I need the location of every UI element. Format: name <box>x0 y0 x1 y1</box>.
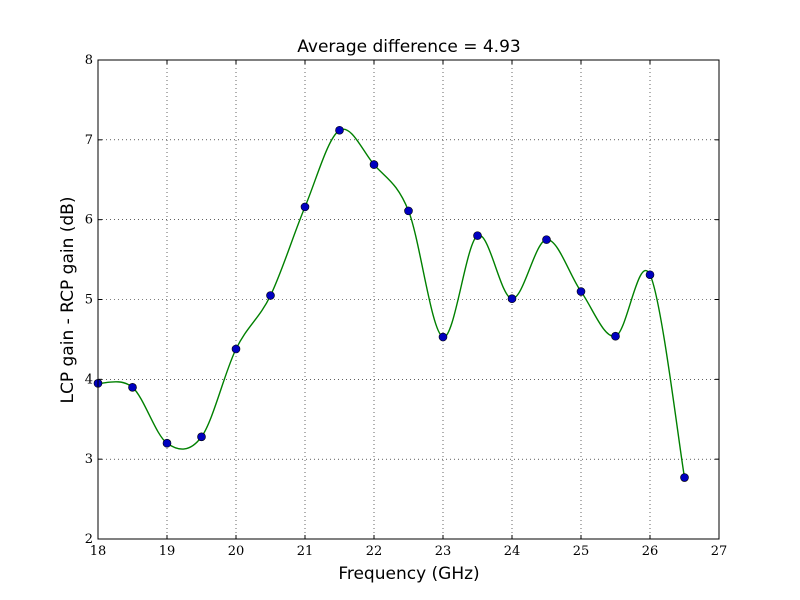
x-axis-label: Frequency (GHz) <box>338 564 479 584</box>
x-tick-label: 27 <box>711 544 728 559</box>
x-tick-label: 26 <box>642 544 659 559</box>
data-point <box>680 473 689 482</box>
y-tick-label: 3 <box>85 452 93 467</box>
data-point <box>300 202 310 212</box>
series-curve <box>97 128 686 478</box>
data-point <box>335 125 344 135</box>
y-tick-label: 2 <box>85 532 93 547</box>
x-tick-label: 22 <box>366 544 383 559</box>
data-point <box>645 270 655 280</box>
x-tick-label: 25 <box>573 544 590 559</box>
y-tick-label: 4 <box>85 372 93 387</box>
data-point <box>611 331 620 341</box>
data-point <box>542 235 551 244</box>
data-point <box>231 344 241 354</box>
data-point <box>197 432 206 442</box>
data-point <box>369 160 379 169</box>
chart-title: Average difference = 4.93 <box>297 37 520 57</box>
data-point <box>473 231 482 240</box>
data-point <box>128 383 137 392</box>
plot-frame <box>97 59 720 540</box>
data-points <box>93 125 689 482</box>
y-tick-label: 5 <box>85 293 93 308</box>
x-tick-label: 18 <box>90 544 107 559</box>
data-point <box>404 206 413 216</box>
y-tick-label: 6 <box>85 213 93 228</box>
data-point <box>576 287 586 296</box>
data-point <box>507 294 517 304</box>
x-tick-label: 20 <box>228 544 245 559</box>
data-point <box>266 291 275 300</box>
y-tick-label: 8 <box>85 53 93 68</box>
y-tick-label: 7 <box>85 133 93 148</box>
x-tick-label: 23 <box>435 544 452 559</box>
x-tick-label: 21 <box>297 544 314 559</box>
x-tick-label: 19 <box>159 544 176 559</box>
data-point <box>438 332 448 342</box>
y-axis-label: LCP gain - RCP gain (dB) <box>58 197 78 404</box>
axis-ticks <box>97 59 720 540</box>
data-point <box>162 438 172 448</box>
x-tick-label: 24 <box>504 544 521 559</box>
